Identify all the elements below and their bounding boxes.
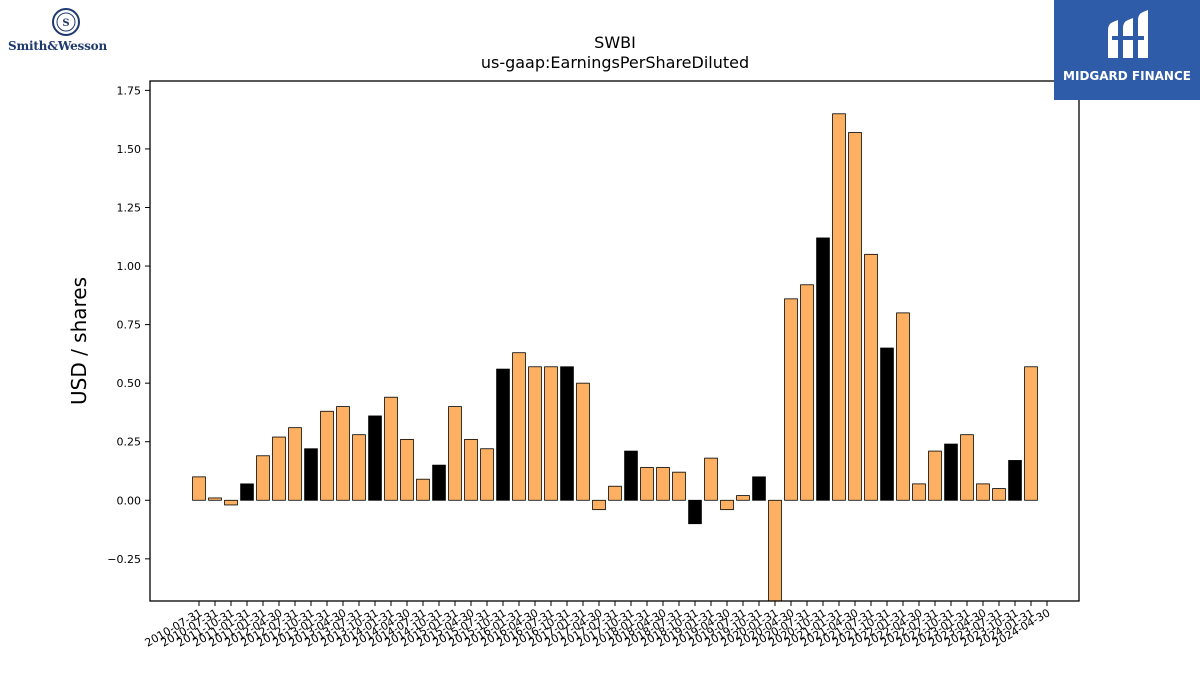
midgard-emblem-icon xyxy=(1108,10,1148,58)
bar xyxy=(240,483,254,501)
bar xyxy=(704,457,718,501)
sw-emblem-icon: S xyxy=(52,8,80,36)
y-tick-label: −0.25 xyxy=(107,553,141,566)
y-tick-label: 1.25 xyxy=(117,201,142,214)
midgard-finance-logo: MIDGARD FINANCE xyxy=(1054,0,1200,100)
y-axis: −0.25 0.00 0.25 0.50 0.75 1.00 1.25 1.50 1.75 xyxy=(107,84,150,566)
bar xyxy=(880,347,894,501)
y-tick-label: 1.00 xyxy=(117,260,142,273)
bar xyxy=(480,448,494,501)
bar xyxy=(256,455,270,501)
bar xyxy=(384,396,398,501)
bar xyxy=(720,499,734,511)
bar xyxy=(800,284,814,501)
sw-logo-text: Smith&Wesson xyxy=(8,39,107,53)
bar xyxy=(640,467,654,501)
bar xyxy=(544,366,558,501)
bar xyxy=(976,483,990,501)
bar xyxy=(368,415,382,501)
smith-wesson-logo: S Smith&Wesson xyxy=(6,6,130,56)
bar xyxy=(576,382,590,501)
bar xyxy=(736,495,750,501)
svg-text:S: S xyxy=(62,18,69,29)
chart-subtitle: us-gaap:EarningsPerShareDiluted xyxy=(481,53,749,72)
y-tick-label: 0.00 xyxy=(117,494,142,507)
bar xyxy=(752,476,766,501)
y-tick-label: 0.50 xyxy=(117,377,142,390)
bar xyxy=(592,499,606,511)
bar xyxy=(336,406,350,501)
y-tick-label: 0.75 xyxy=(117,319,142,332)
bar xyxy=(352,434,366,501)
bar xyxy=(288,427,302,501)
bar xyxy=(848,132,862,501)
bar-series xyxy=(192,113,1038,602)
midgard-logo-text: MIDGARD FINANCE xyxy=(1063,69,1191,83)
bar xyxy=(944,443,958,501)
bar xyxy=(1024,366,1038,501)
bar xyxy=(832,113,846,501)
y-tick-label: 0.25 xyxy=(117,436,142,449)
bar xyxy=(784,298,798,501)
bar xyxy=(272,436,286,501)
bar xyxy=(496,368,510,501)
bar xyxy=(416,478,430,501)
bar xyxy=(816,237,830,501)
bar xyxy=(656,467,670,501)
bar xyxy=(304,448,318,501)
bar xyxy=(928,450,942,501)
y-axis-label: USD / shares xyxy=(67,277,91,405)
plot-frame xyxy=(149,80,1080,602)
chart-title: SWBI xyxy=(594,33,636,52)
y-tick-label: 1.50 xyxy=(117,143,142,156)
bar xyxy=(912,483,926,501)
bar xyxy=(320,410,334,501)
bar xyxy=(224,499,238,506)
bar xyxy=(432,464,446,501)
bar xyxy=(608,485,622,501)
bar xyxy=(560,366,574,501)
bar xyxy=(528,366,542,501)
bar xyxy=(1008,460,1022,501)
bar xyxy=(896,312,910,501)
bar xyxy=(992,488,1006,501)
bar xyxy=(768,499,782,602)
bar xyxy=(192,476,206,501)
bar xyxy=(400,438,414,501)
x-axis: 2010-07-312010-07-312011-10-312011-01-31… xyxy=(143,601,1053,650)
y-tick-label: 1.75 xyxy=(117,84,142,97)
bar xyxy=(688,499,702,525)
bar xyxy=(960,434,974,501)
bar xyxy=(208,497,222,501)
bar xyxy=(864,253,878,501)
bar xyxy=(512,352,526,501)
bar xyxy=(624,450,638,501)
bar xyxy=(672,471,686,501)
bar xyxy=(448,406,462,501)
bar xyxy=(464,438,478,501)
